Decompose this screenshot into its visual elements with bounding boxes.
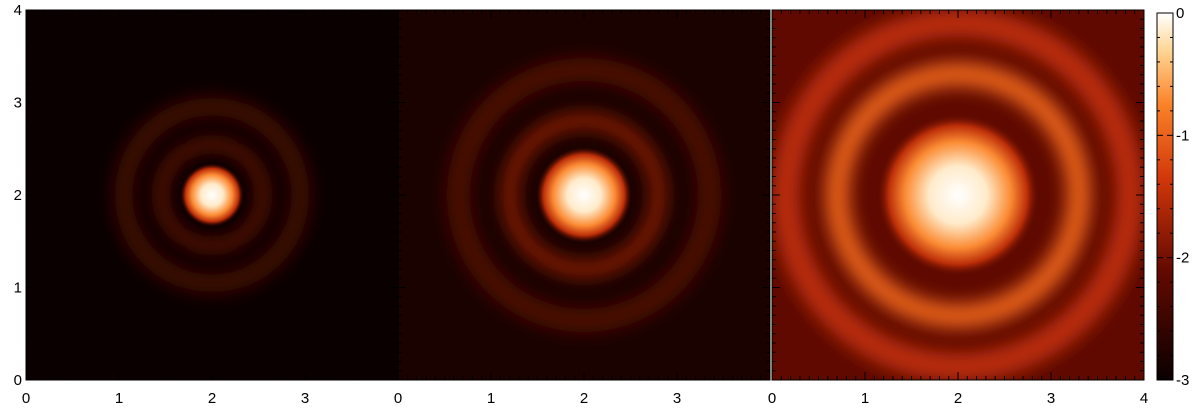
y-tick-label: 4 — [14, 2, 22, 19]
diffraction-ring — [114, 97, 310, 293]
colorbar-tick-label: -3 — [1176, 372, 1189, 389]
colorbar-gradient — [1156, 12, 1174, 381]
x-tick-label: 3 — [673, 390, 681, 407]
x-tick-label: 2 — [954, 390, 962, 407]
y-tick-label: 0 — [14, 372, 22, 389]
axis-ticks — [25, 9, 399, 381]
y-tick-label: 1 — [14, 280, 22, 297]
x-tick-label: 1 — [115, 390, 123, 407]
diffraction-ring — [772, 10, 1144, 380]
diffraction-ring — [446, 57, 722, 333]
x-tick-label: 2 — [208, 390, 216, 407]
central-peak — [180, 163, 244, 227]
colorbar-tick-label: 0 — [1176, 5, 1184, 22]
x-tick-label: 1 — [861, 390, 869, 407]
y-tick-label: 3 — [14, 95, 22, 112]
y-tick-label: 2 — [14, 187, 22, 204]
colorbar-tick-label: -2 — [1176, 250, 1189, 267]
x-tick-label: 0 — [394, 390, 402, 407]
central-peak — [876, 113, 1040, 277]
diffraction-ring — [825, 62, 1091, 328]
heatmap-panel-2: 0 1 2 3 — [394, 9, 771, 407]
x-tick-label: 1 — [487, 390, 495, 407]
colorbar: 0 -1 -2 -3 — [1156, 5, 1189, 389]
x-tick-label: 0 — [768, 390, 776, 407]
diffraction-ring — [156, 139, 268, 251]
colorbar-tick-label: -1 — [1176, 127, 1189, 144]
heatmap-panel-1: 0 1 2 3 0 1 2 3 4 — [14, 2, 399, 407]
panel-frame — [771, 9, 1145, 381]
central-peak — [536, 147, 632, 243]
diffraction-ring — [502, 113, 666, 277]
heatmap-panel-3: 0 1 2 3 4 — [768, 9, 1148, 407]
x-tick-label: 3 — [301, 390, 309, 407]
panel-frame — [397, 9, 771, 381]
x-tick-label: 4 — [1140, 390, 1148, 407]
x-tick-label: 2 — [580, 390, 588, 407]
x-tick-label: 3 — [1047, 390, 1055, 407]
heatmap-panels: 0 1 2 3 0 1 2 3 4 0 1 2 3 0 1 2 3 4 — [14, 2, 1149, 407]
x-tick-label: 0 — [22, 390, 30, 407]
